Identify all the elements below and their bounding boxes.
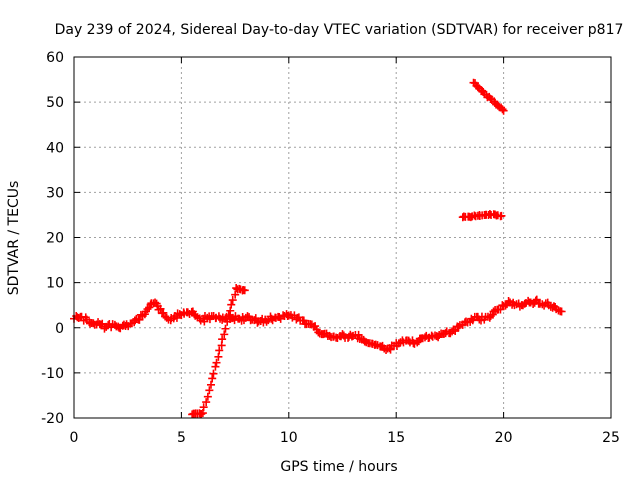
data-point	[227, 300, 236, 309]
y-tick-label: -10	[41, 366, 64, 382]
data-point	[100, 324, 109, 333]
series-3	[469, 78, 508, 115]
data-point	[451, 327, 460, 336]
data-point	[159, 308, 168, 317]
data-point	[501, 301, 510, 310]
data-point	[386, 345, 395, 354]
data-point	[538, 300, 547, 309]
data-point	[226, 306, 235, 315]
data-point	[498, 105, 507, 114]
y-axis-label: SDTVAR / TECUs	[6, 181, 22, 296]
data-point	[208, 374, 217, 383]
data-point	[197, 409, 206, 418]
data-point	[504, 297, 513, 306]
x-tick-label: 10	[280, 430, 298, 446]
data-point	[557, 307, 566, 316]
data-point	[199, 403, 208, 412]
data-point	[466, 213, 475, 222]
data-point	[240, 286, 249, 295]
data-point	[203, 392, 212, 401]
data-point	[311, 322, 320, 331]
data-point	[497, 211, 506, 220]
x-tick-label: 20	[495, 430, 513, 446]
data-point	[202, 398, 211, 407]
data-point	[228, 296, 237, 305]
y-tick-label: 0	[55, 321, 64, 337]
data-point	[225, 312, 234, 321]
data-point	[230, 316, 239, 325]
x-tick-label: 25	[602, 430, 620, 446]
series-0	[70, 295, 566, 355]
chart-title: Day 239 of 2024, Sidereal Day-to-day VTE…	[55, 22, 624, 38]
series-2	[458, 209, 506, 222]
data-point	[211, 362, 220, 371]
data-point	[267, 314, 276, 323]
y-axis-ticks: -20 -10 0 10 20 30 40 50 60	[41, 50, 611, 427]
data-point	[532, 295, 541, 304]
grid-lines	[74, 57, 611, 418]
data-point	[209, 369, 218, 378]
series-1	[188, 284, 249, 419]
data-point	[221, 324, 230, 333]
y-tick-label: 20	[46, 231, 64, 247]
y-tick-label: 10	[46, 276, 64, 292]
x-axis-ticks: 0 5 10 15 20 25	[70, 57, 620, 446]
x-tick-label: 5	[177, 430, 186, 446]
x-axis-label: GPS time / hours	[280, 459, 397, 475]
y-tick-label: 40	[46, 140, 64, 156]
data-series	[70, 78, 566, 419]
data-point	[354, 330, 363, 339]
data-point	[205, 386, 214, 395]
data-point	[143, 305, 152, 314]
x-tick-label: 15	[387, 430, 405, 446]
data-point	[231, 290, 240, 299]
data-point	[218, 335, 227, 344]
data-point	[262, 317, 271, 326]
data-point	[215, 346, 224, 355]
data-point	[206, 380, 215, 389]
data-point	[212, 358, 221, 367]
data-point	[223, 317, 232, 326]
y-tick-label: 30	[46, 185, 64, 201]
data-point	[499, 106, 508, 115]
y-tick-label: 50	[46, 95, 64, 111]
y-tick-label: 60	[46, 50, 64, 66]
data-point	[243, 312, 252, 321]
data-point	[156, 304, 165, 313]
x-tick-label: 0	[70, 430, 79, 446]
data-point	[214, 352, 223, 361]
data-point	[275, 313, 284, 322]
y-tick-label: -20	[41, 411, 64, 427]
data-point	[489, 307, 498, 316]
data-point	[220, 330, 229, 339]
